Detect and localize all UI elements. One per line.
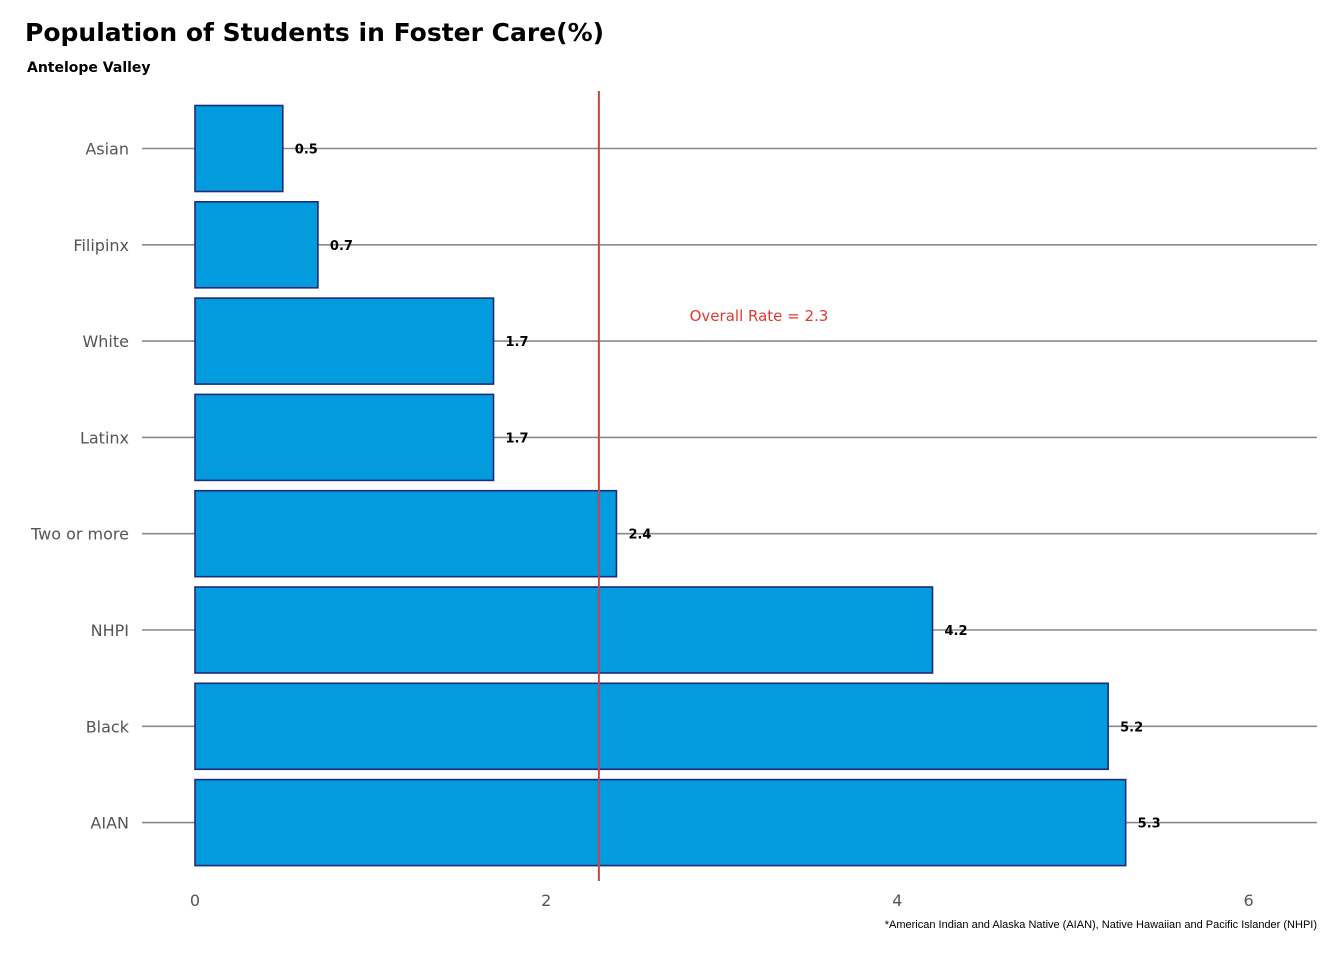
bar-black [194, 682, 1109, 771]
labels: Asian 0.5 Filipinx 0.7 White 1.7 Latinx 1.7 Two … [30, 140, 1161, 833]
bar-two-or-more [194, 489, 618, 578]
data-label: 1.7 [506, 431, 529, 446]
bar-aian [194, 778, 1127, 867]
category-label: Filipinx [73, 236, 129, 255]
category-label: NHPI [91, 621, 129, 640]
category-label: White [82, 332, 129, 351]
bar-filipinx [194, 201, 319, 289]
bar-nhpi [194, 586, 934, 674]
chart-subtitle: Antelope Valley [27, 60, 151, 76]
data-label: 0.5 [295, 143, 318, 158]
x-tick-label: 4 [892, 891, 902, 910]
category-label: Asian [85, 140, 129, 159]
data-label: 4.2 [945, 624, 968, 639]
chart-title: Population of Students in Foster Care(%) [25, 18, 605, 47]
reference-line-group: Overall Rate = 2.3 [597, 91, 829, 881]
bar-asian [194, 104, 284, 193]
x-axis: 0 2 4 6 [190, 891, 1254, 910]
x-tick-label: 0 [190, 891, 200, 910]
x-tick-label: 6 [1244, 891, 1254, 910]
data-label: 2.4 [628, 528, 651, 543]
bars [194, 104, 1127, 867]
bar-white [194, 297, 495, 385]
bar-latinx [194, 393, 495, 482]
overall-rate-label: Overall Rate = 2.3 [690, 307, 829, 325]
category-label: Latinx [80, 428, 129, 447]
data-label: 1.7 [506, 335, 529, 350]
category-label: AIAN [90, 814, 129, 833]
x-tick-label: 2 [541, 891, 551, 910]
category-label: Black [86, 717, 130, 736]
chart-footnote: *American Indian and Alaska Native (AIAN… [884, 919, 1317, 931]
data-label: 5.2 [1120, 720, 1143, 735]
data-label: 0.7 [330, 239, 353, 254]
category-label: Two or more [30, 525, 129, 544]
data-label: 5.3 [1138, 817, 1161, 832]
